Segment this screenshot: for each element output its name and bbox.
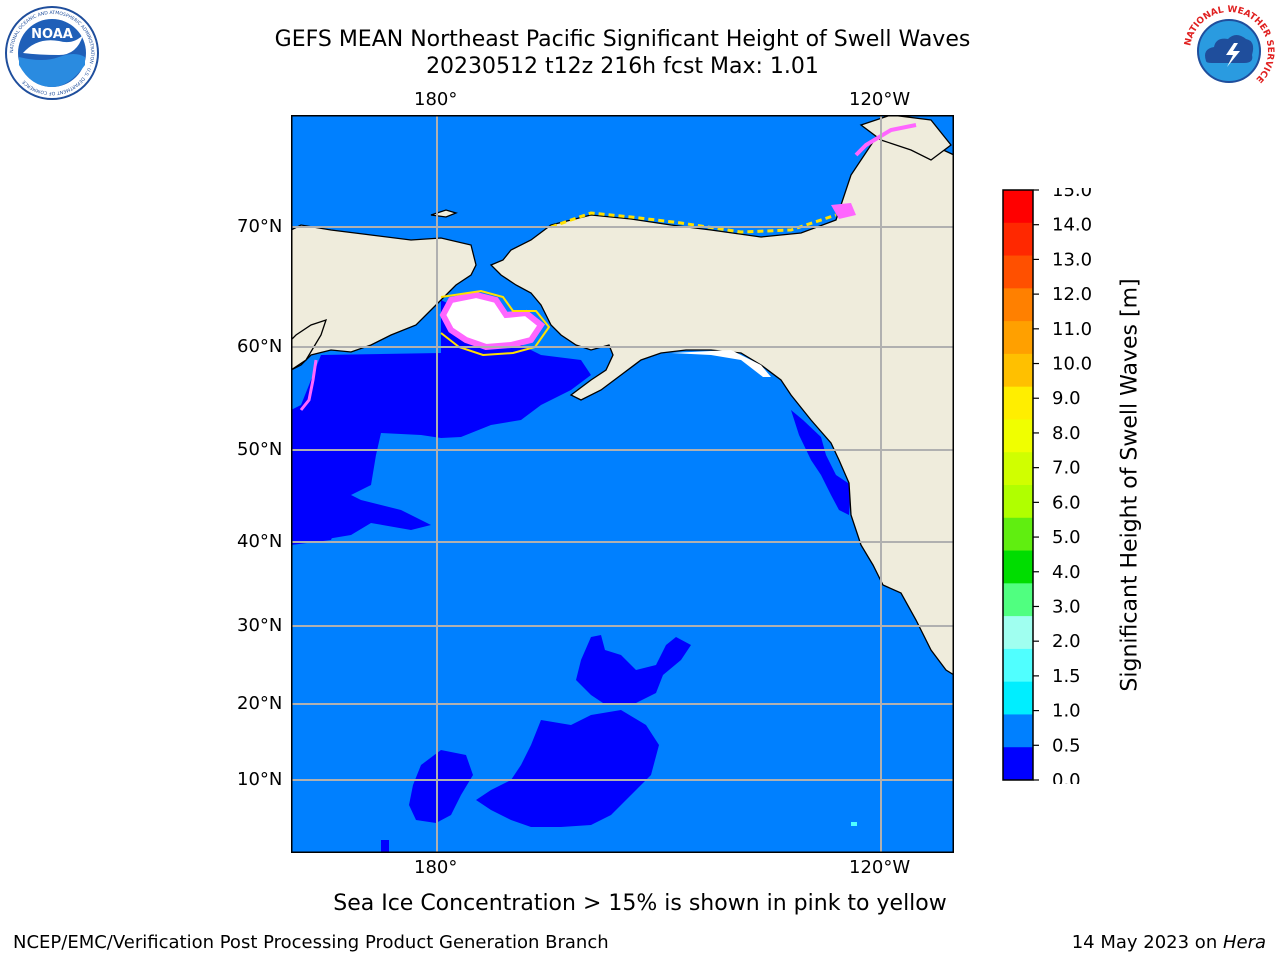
colorbar-tick-label: 0.5	[1052, 735, 1081, 756]
colorbar-segment	[1003, 550, 1033, 584]
nws-logo: NATIONAL WEATHER SERVICE	[1180, 3, 1278, 103]
colorbar-tick-label: 10.0	[1052, 354, 1092, 375]
colorbar-segment	[1003, 386, 1033, 420]
map-border	[290, 114, 955, 854]
noaa-logo: NOAA NATIONAL OCEANIC AND ATMOSPHERIC AD…	[3, 5, 101, 105]
lat-label-30n: 30°N	[237, 615, 283, 636]
lat-label-10n: 10°N	[237, 769, 283, 790]
lat-label-20n: 20°N	[237, 693, 283, 714]
colorbar-segment	[1003, 517, 1033, 552]
land-siberia	[290, 224, 477, 372]
colorbar-tick-label: 1.5	[1052, 666, 1081, 687]
low-swell-patch-west	[291, 460, 431, 540]
colorbar-segment	[1003, 648, 1033, 683]
gulf-alaska-white-strip	[671, 350, 771, 377]
colorbar: 15.0 14.0 13.0 12.0 11.0 10.0 9.0 8.0 7.0 6.0 5.0 4…	[1002, 180, 1092, 791]
sea-ice-beaufort	[831, 203, 856, 219]
colorbar-segment	[1003, 452, 1033, 486]
low-swell-speck	[381, 840, 389, 853]
sea-ice-arctic-fringe	[550, 211, 837, 234]
bottom-lon-label-180: 180°	[414, 857, 458, 878]
colorbar-tick-label: 3.0	[1052, 596, 1081, 617]
map-svg	[290, 114, 955, 854]
sea-ice-bering	[439, 291, 546, 351]
colorbar-segment	[1003, 353, 1033, 388]
colorbar-segment	[1003, 583, 1033, 617]
colorbar-tick-label: 13.0	[1052, 249, 1092, 270]
colorbar-border	[1002, 189, 1034, 781]
colorbar-segment	[1003, 321, 1033, 355]
colorbar-segment	[1003, 419, 1033, 453]
chart-subtitle: 20230512 t12z 216h fcst Max: 1.01	[426, 54, 819, 79]
bottom-lon-label-120w: 120°W	[849, 857, 911, 878]
colorbar-tick-label: 1.0	[1052, 701, 1081, 722]
colorbar-segment	[1003, 681, 1033, 715]
colorbar-tick-label: 15.0	[1052, 188, 1092, 201]
colorbar-tick-label: 9.0	[1052, 388, 1081, 409]
colorbar-tick-label: 7.0	[1052, 458, 1081, 479]
top-lon-label-120w: 120°W	[849, 89, 911, 110]
lat-label-50n: 50°N	[237, 439, 283, 460]
colorbar-segment	[1003, 714, 1033, 748]
colorbar-tick-label: 8.0	[1052, 423, 1081, 444]
map-panel	[290, 114, 955, 854]
colorbar-segment	[1003, 255, 1033, 289]
colorbar-svg: 15.0 14.0 13.0 12.0 11.0 10.0 9.0 8.0 7.0 6.0 5.0 4…	[1002, 180, 1092, 791]
colorbar-tick-label: 12.0	[1052, 284, 1092, 305]
colorbar-segment	[1003, 485, 1033, 519]
sea-ice-canada	[854, 123, 917, 157]
low-swell-patch-tropics-c	[409, 750, 473, 823]
graticule	[291, 115, 954, 853]
colorbar-tick-label: 14.0	[1052, 215, 1092, 236]
colorbar-tick-label: 11.0	[1052, 319, 1092, 340]
noaa-logo-text: NOAA	[31, 27, 73, 42]
low-swell-patch-tropics-b	[476, 710, 659, 827]
colorbar-segment	[1003, 616, 1033, 650]
low-swell-speck-b	[851, 822, 857, 826]
colorbar-label: Significant Height of Swell Waves [m]	[1117, 278, 1143, 692]
lat-label-40n: 40°N	[237, 531, 283, 552]
colorbar-tick-label: 5.0	[1052, 527, 1081, 548]
top-lon-label-180: 180°	[414, 89, 458, 110]
colorbar-tick-label: 4.0	[1052, 562, 1081, 583]
footer-date-text: 14 May 2023 on	[1071, 932, 1223, 953]
sea-ice-bering-edge	[440, 289, 551, 357]
low-swell-coastal-strip	[791, 410, 851, 515]
lat-label-60n: 60°N	[237, 336, 283, 357]
colorbar-segment	[1003, 747, 1033, 781]
colorbar-segment	[1003, 222, 1033, 257]
colorbar-segment	[1003, 288, 1033, 322]
colorbar-tick-label: 2.0	[1052, 631, 1081, 652]
low-swell-region-north	[291, 300, 591, 545]
colorbar-tick-label: 6.0	[1052, 492, 1081, 513]
low-swell-patch-tropics-a	[576, 635, 691, 705]
lat-label-70n: 70°N	[237, 216, 283, 237]
sea-ice-siberia-edge	[299, 359, 318, 411]
colorbar-segment	[1003, 190, 1033, 224]
footer-credit: NCEP/EMC/Verification Post Processing Pr…	[13, 932, 609, 953]
chart-title: GEFS MEAN Northeast Pacific Significant …	[274, 27, 971, 52]
sea-ice-caption: Sea Ice Concentration > 15% is shown in …	[333, 891, 947, 916]
footer-date: 14 May 2023 on Hera	[1072, 932, 1266, 953]
colorbar-tick-label: 0.0	[1052, 770, 1081, 784]
footer-host: Hera	[1222, 932, 1266, 953]
